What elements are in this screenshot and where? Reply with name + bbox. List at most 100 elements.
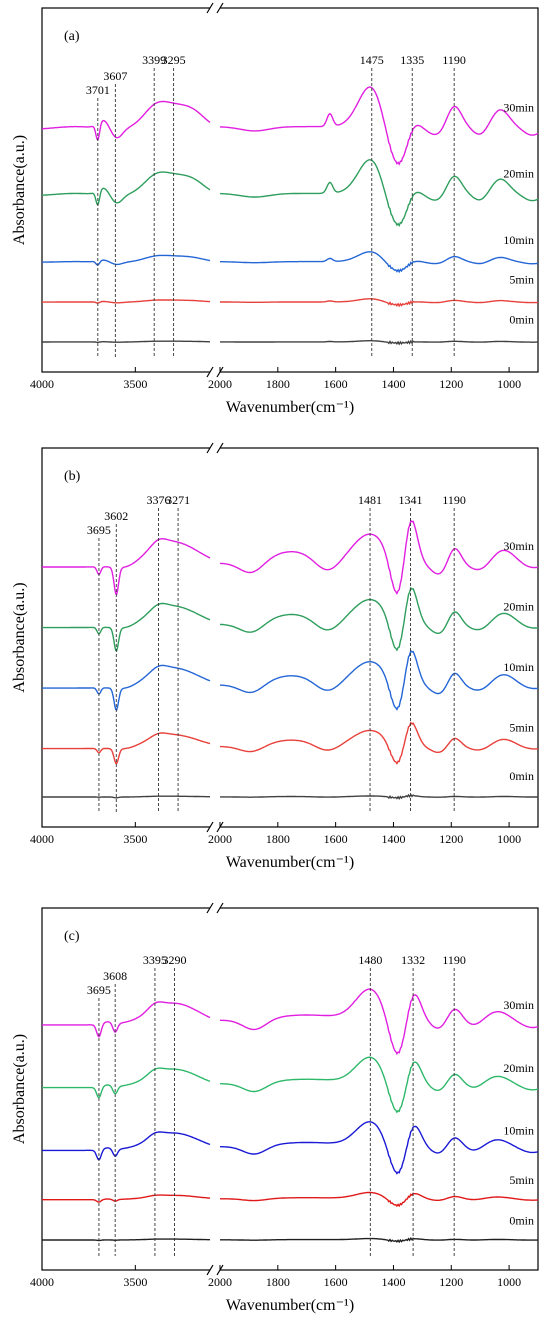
chart-panel-c: 4000 3500 2000 1800 1600 1400 1200 1000 Wavenumb… bbox=[11, 902, 539, 1314]
series-line-0min-left bbox=[42, 340, 210, 343]
peak-label-3695: 3695 bbox=[87, 523, 111, 537]
axis-break-slash bbox=[206, 2, 214, 14]
series-line-5min-right bbox=[220, 298, 539, 308]
chart-panel-b: 4000 3500 2000 1800 1600 1400 1200 1000 Wavenumb… bbox=[11, 442, 539, 871]
peak-label-3695: 3695 bbox=[87, 983, 111, 997]
peak-label-1475: 1475 bbox=[360, 53, 384, 67]
series-line-5min-right bbox=[219, 1191, 539, 1208]
series-label-30min: 30min bbox=[503, 539, 534, 553]
peak-label-1190: 1190 bbox=[442, 493, 466, 507]
x-tick-label: 3500 bbox=[123, 832, 147, 846]
series-line-30min-right bbox=[220, 519, 539, 596]
peak-label-3602: 3602 bbox=[104, 509, 128, 523]
peak-label-3607: 3607 bbox=[103, 69, 127, 83]
peak-label-3395: 3395 bbox=[143, 953, 167, 967]
series-line-0min-left bbox=[42, 1238, 210, 1242]
x-tick-label: 1200 bbox=[439, 377, 463, 391]
y-axis-title: Absorbance(a.u.) bbox=[11, 1034, 28, 1144]
series-line-0min-left bbox=[42, 795, 210, 799]
x-tick-label: 4000 bbox=[30, 377, 54, 391]
x-tick-label: 1400 bbox=[381, 377, 405, 391]
series-line-5min-left bbox=[42, 299, 210, 304]
series-line-10min-left bbox=[42, 664, 211, 711]
series-label-0min: 0min bbox=[509, 769, 534, 783]
peak-label-1481: 1481 bbox=[358, 493, 382, 507]
axis-break-gap-top bbox=[210, 445, 220, 451]
series-label-20min: 20min bbox=[503, 167, 534, 181]
series-line-0min-right bbox=[220, 339, 538, 346]
x-tick-label: 1800 bbox=[266, 832, 290, 846]
peak-label-1190: 1190 bbox=[442, 53, 466, 67]
axis-break-gap-bottom bbox=[210, 369, 220, 375]
x-tick-label: 3500 bbox=[123, 1275, 147, 1289]
panel-label: (c) bbox=[64, 929, 80, 944]
series-line-5min-left bbox=[42, 1194, 211, 1203]
series-line-20min-left bbox=[41, 171, 211, 206]
x-tick-label: 2000 bbox=[208, 1275, 232, 1289]
axis-break-slash bbox=[216, 902, 224, 914]
peak-label-3399: 3399 bbox=[142, 53, 166, 67]
panel-label: (a) bbox=[64, 29, 80, 44]
axis-break-slash bbox=[216, 442, 224, 454]
series-line-10min-right bbox=[219, 649, 539, 711]
series-label-20min: 20min bbox=[503, 1061, 534, 1075]
series-line-5min-left bbox=[42, 732, 211, 765]
x-tick-label: 1800 bbox=[266, 1275, 290, 1289]
series-line-0min-right bbox=[220, 1236, 538, 1244]
axis-break-slash bbox=[206, 442, 214, 454]
peak-label-3295: 3295 bbox=[162, 53, 186, 67]
series-line-30min-right bbox=[220, 988, 539, 1056]
series-label-30min: 30min bbox=[503, 998, 534, 1012]
series-line-10min-right bbox=[220, 1121, 539, 1175]
series-line-30min-left bbox=[42, 1001, 211, 1038]
x-tick-label: 4000 bbox=[30, 1275, 54, 1289]
x-tick-label: 1200 bbox=[439, 1275, 463, 1289]
series-label-0min: 0min bbox=[509, 312, 534, 326]
series-label-5min: 5min bbox=[509, 273, 534, 287]
chart-panel-a: 4000 3500 2000 1800 1600 1400 1200 1000 Wavenumb… bbox=[11, 2, 539, 416]
x-tick-label: 4000 bbox=[30, 832, 54, 846]
series-line-5min-right bbox=[220, 721, 539, 765]
plot-frame bbox=[41, 907, 539, 1271]
series-line-20min-right bbox=[219, 159, 539, 228]
series-label-10min: 10min bbox=[503, 660, 534, 674]
axis-break-slash bbox=[206, 366, 214, 378]
peak-label-3608: 3608 bbox=[103, 969, 127, 983]
series-line-30min-right bbox=[220, 86, 539, 166]
series-line-10min-left bbox=[42, 254, 211, 266]
series-label-10min: 10min bbox=[503, 233, 534, 247]
x-tick-label: 1400 bbox=[381, 1275, 405, 1289]
axis-break-gap-bottom bbox=[210, 1267, 220, 1273]
x-tick-label: 1000 bbox=[497, 832, 521, 846]
series-label-30min: 30min bbox=[503, 100, 534, 114]
x-tick-label: 2000 bbox=[208, 377, 232, 391]
series-line-10min-right bbox=[220, 251, 539, 274]
y-axis-title: Absorbance(a.u.) bbox=[11, 582, 28, 692]
axis-break-gap-top bbox=[210, 905, 220, 911]
peak-label-3701: 3701 bbox=[86, 83, 110, 97]
panel-label: (b) bbox=[64, 469, 81, 484]
peak-label-3290: 3290 bbox=[163, 953, 187, 967]
series-line-20min-right bbox=[220, 1056, 539, 1114]
peak-label-1480: 1480 bbox=[358, 953, 382, 967]
x-tick-label: 3500 bbox=[123, 377, 147, 391]
peak-label-3376: 3376 bbox=[146, 493, 170, 507]
x-axis-title: Wavenumber(cm⁻¹) bbox=[226, 399, 354, 416]
series-line-20min-right bbox=[219, 586, 539, 652]
x-axis-title: Wavenumber(cm⁻¹) bbox=[226, 1297, 354, 1314]
x-tick-label: 1800 bbox=[266, 377, 290, 391]
peak-label-1332: 1332 bbox=[401, 953, 425, 967]
axis-break-slash bbox=[216, 2, 224, 14]
series-label-5min: 5min bbox=[509, 1173, 534, 1187]
series-label-0min: 0min bbox=[509, 1213, 534, 1227]
axis-break-slash bbox=[206, 902, 214, 914]
x-tick-label: 1600 bbox=[324, 377, 348, 391]
series-line-20min-left bbox=[42, 602, 211, 652]
y-axis-title: Absorbance(a.u.) bbox=[11, 135, 28, 245]
series-line-10min-left bbox=[42, 1131, 211, 1161]
series-line-30min-left bbox=[42, 537, 211, 596]
peak-label-3271: 3271 bbox=[166, 493, 190, 507]
x-tick-label: 1600 bbox=[324, 832, 348, 846]
series-label-5min: 5min bbox=[509, 721, 534, 735]
